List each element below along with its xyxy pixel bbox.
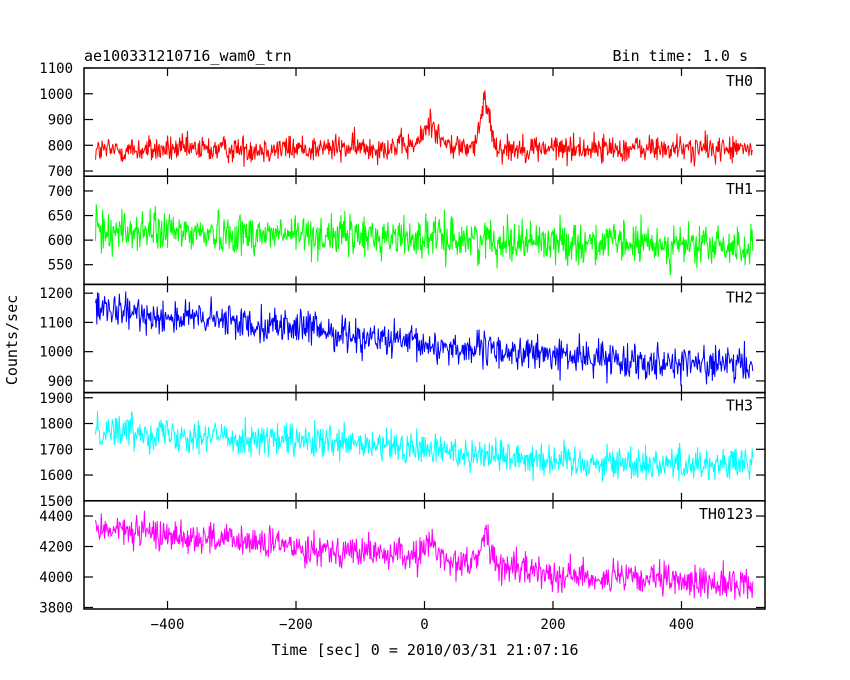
x-axis: −400 −200 0 200 400 — [151, 617, 694, 633]
y-tick-label: 550 — [48, 258, 73, 274]
x-axis-label: Time [sec] 0 = 2010/03/31 21:07:16 — [271, 641, 578, 659]
panels-group: TH0 700 800 900 1000 1100 TH1 550 600 650 700 TH2 90… — [39, 61, 766, 616]
panel-th0123: TH0123 3800 4000 4200 4400 — [39, 500, 766, 616]
y-tick-label: 600 — [48, 233, 73, 249]
bin-time-label: Bin time: 1.0 s — [613, 47, 748, 65]
panel-label-th0123: TH0123 — [699, 505, 753, 523]
y-tick-label: 1000 — [39, 345, 73, 361]
y-tick-label: 1600 — [39, 468, 73, 484]
y-tick-label: 4400 — [39, 509, 73, 525]
panel-th1: TH1 550 600 650 700 — [48, 175, 766, 286]
panel-label-th2: TH2 — [726, 288, 753, 306]
y-tick-label: 3800 — [39, 600, 73, 616]
panel-label-th3: TH3 — [726, 397, 753, 415]
x-tick-label: 0 — [420, 617, 428, 633]
series-line-th0 — [95, 90, 753, 167]
series-line-th3 — [95, 410, 754, 482]
y-tick-label: 1100 — [39, 61, 73, 77]
panel-th2: TH2 900 1000 1100 1200 — [39, 283, 766, 394]
x-tick-label: 200 — [540, 617, 565, 633]
y-tick-label: 900 — [48, 374, 73, 390]
y-tick-label: 650 — [48, 209, 73, 225]
series-line-th0123 — [95, 510, 754, 600]
panel-label-th1: TH1 — [726, 180, 753, 198]
y-tick-label: 4200 — [39, 540, 73, 556]
y-tick-label: 1200 — [39, 286, 73, 302]
panel-frame — [83, 283, 766, 394]
y-tick-label: 1500 — [39, 494, 73, 510]
panel-th3: TH3 1500 1600 1700 1800 1900 — [39, 391, 766, 510]
y-tick-label: 4000 — [39, 570, 73, 586]
x-tick-label: 400 — [669, 617, 694, 633]
y-tick-label: 1100 — [39, 315, 73, 331]
y-tick-label: 700 — [48, 164, 73, 180]
y-tick-label: 1000 — [39, 87, 73, 103]
y-tick-label: 800 — [48, 138, 73, 154]
panel-th0: TH0 700 800 900 1000 1100 — [39, 61, 766, 180]
panel-label-th0: TH0 — [726, 72, 753, 90]
y-tick-label: 1800 — [39, 417, 73, 433]
series-line-th1 — [95, 204, 754, 276]
observation-id-title: ae100331210716_wam0_trn — [84, 47, 292, 65]
y-axis-label: Counts/sec — [3, 295, 21, 385]
y-tick-label: 1900 — [39, 391, 73, 407]
y-tick-label: 900 — [48, 113, 73, 129]
panel-frame — [83, 67, 766, 177]
y-tick-label: 700 — [48, 184, 73, 200]
series-line-th2 — [95, 291, 754, 386]
x-tick-label: −400 — [151, 617, 185, 633]
x-tick-label: −200 — [279, 617, 313, 633]
y-tick-label: 1700 — [39, 442, 73, 458]
